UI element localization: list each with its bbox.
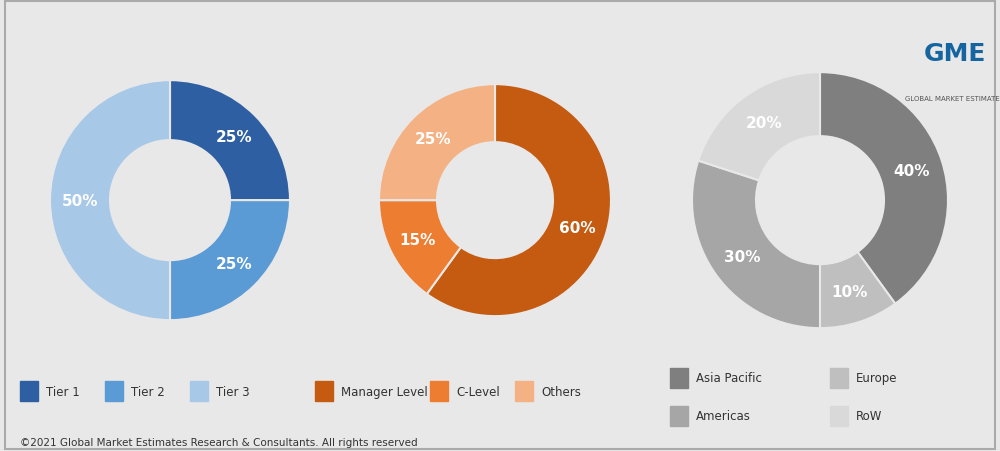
Wedge shape bbox=[379, 85, 495, 201]
Wedge shape bbox=[698, 73, 820, 181]
Text: Tier 2: Tier 2 bbox=[131, 385, 165, 398]
Text: Asia Pacific: Asia Pacific bbox=[696, 372, 762, 384]
Text: 25%: 25% bbox=[215, 257, 252, 272]
Text: 25%: 25% bbox=[215, 130, 252, 145]
Wedge shape bbox=[427, 85, 611, 317]
Bar bbox=[670, 368, 688, 388]
Text: Manager Level: Manager Level bbox=[341, 385, 428, 398]
Text: Tier 1: Tier 1 bbox=[46, 385, 80, 398]
Wedge shape bbox=[50, 81, 170, 320]
Wedge shape bbox=[379, 201, 461, 295]
Bar bbox=[315, 382, 333, 401]
Text: C-Level: C-Level bbox=[456, 385, 500, 398]
Bar bbox=[430, 382, 448, 401]
Text: 50%: 50% bbox=[62, 193, 98, 208]
Bar bbox=[105, 382, 123, 401]
Bar bbox=[515, 382, 533, 401]
Text: ©2021 Global Market Estimates Research & Consultants. All rights reserved: ©2021 Global Market Estimates Research &… bbox=[20, 437, 418, 447]
Text: 25%: 25% bbox=[415, 132, 452, 147]
Text: 40%: 40% bbox=[893, 164, 930, 179]
Text: Tier 3: Tier 3 bbox=[216, 385, 250, 398]
Bar bbox=[830, 368, 848, 388]
Text: GLOBAL MARKET ESTIMATES: GLOBAL MARKET ESTIMATES bbox=[905, 96, 1000, 102]
Text: 60%: 60% bbox=[559, 220, 596, 235]
Wedge shape bbox=[170, 201, 290, 320]
Wedge shape bbox=[692, 161, 820, 328]
Wedge shape bbox=[820, 73, 948, 304]
Wedge shape bbox=[170, 81, 290, 201]
Bar bbox=[670, 406, 688, 426]
Text: GME: GME bbox=[924, 42, 986, 66]
Text: 30%: 30% bbox=[724, 249, 761, 264]
Bar bbox=[830, 406, 848, 426]
Text: Europe: Europe bbox=[856, 372, 898, 384]
Text: 20%: 20% bbox=[745, 116, 782, 131]
Bar bbox=[190, 382, 208, 401]
Text: Americas: Americas bbox=[696, 410, 751, 422]
Text: 10%: 10% bbox=[831, 284, 868, 299]
Text: 15%: 15% bbox=[399, 233, 436, 248]
Text: RoW: RoW bbox=[856, 410, 882, 422]
Bar bbox=[20, 382, 38, 401]
Wedge shape bbox=[820, 253, 895, 328]
Text: Others: Others bbox=[541, 385, 581, 398]
